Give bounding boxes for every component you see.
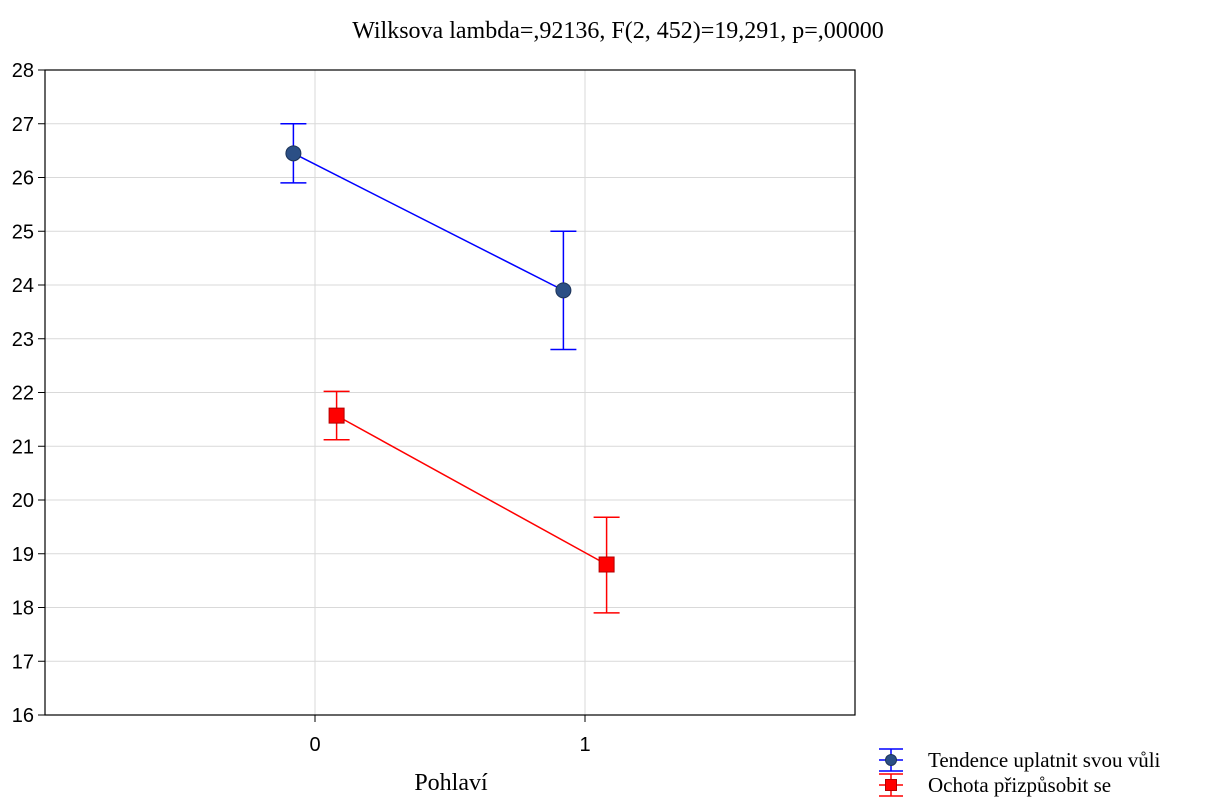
y-tick-label: 21 <box>12 436 34 458</box>
chart-title: Wilksova lambda=,92136, F(2, 452)=19,291… <box>352 18 884 44</box>
y-tick-label: 18 <box>12 598 34 620</box>
legend-label: Ochota přizpůsobit se <box>928 773 1111 797</box>
data-point <box>555 282 572 299</box>
legend-marker <box>885 754 897 766</box>
y-tick-label: 27 <box>12 114 34 136</box>
y-axis: 16 17 18 19 20 21 22 23 24 25 26 27 28 <box>12 60 45 727</box>
y-tick-label: 26 <box>12 168 34 190</box>
x-axis-label: Pohlaví <box>414 770 488 796</box>
legend-entry-1: Ochota přizpůsobit se <box>879 773 1111 797</box>
y-tick-label: 20 <box>12 490 34 512</box>
legend-entry-0: Tendence uplatnit svou vůli <box>879 748 1161 772</box>
legend-label: Tendence uplatnit svou vůli <box>928 748 1161 772</box>
series-line <box>336 414 607 566</box>
data-point <box>328 407 345 424</box>
series-line <box>293 152 564 292</box>
y-tick-label: 17 <box>12 651 34 673</box>
legend-marker <box>885 779 897 791</box>
data-point <box>285 145 302 162</box>
y-tick-label: 16 <box>12 705 34 727</box>
y-tick-label: 23 <box>12 329 34 351</box>
y-tick-label: 19 <box>12 544 34 566</box>
y-tick-label: 22 <box>12 383 34 405</box>
y-tick-label: 25 <box>12 221 34 243</box>
x-tick-label: 0 <box>309 734 320 756</box>
x-tick-label: 1 <box>579 734 590 756</box>
y-tick-label: 28 <box>12 60 34 82</box>
series-1 <box>323 390 620 614</box>
data-point <box>598 556 615 573</box>
grid <box>45 70 855 715</box>
series-layer <box>280 123 620 614</box>
series-0 <box>280 123 577 351</box>
y-tick-label: 24 <box>12 275 34 297</box>
